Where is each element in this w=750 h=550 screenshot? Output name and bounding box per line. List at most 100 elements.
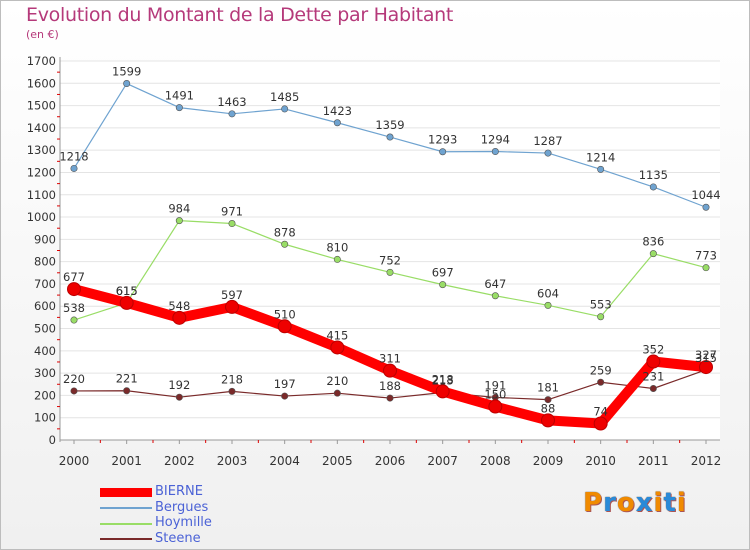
data-label: 1135 xyxy=(639,168,668,182)
data-point xyxy=(333,119,341,127)
data-point xyxy=(649,183,657,191)
y-tick-label: 1200 xyxy=(27,165,56,179)
y-tick-label: 300 xyxy=(34,366,56,380)
data-label: 1044 xyxy=(691,188,720,202)
data-point xyxy=(646,354,661,369)
data-label: 597 xyxy=(221,288,243,302)
data-label: 74 xyxy=(593,405,608,419)
data-point xyxy=(175,104,183,112)
data-point xyxy=(597,378,605,386)
data-label: 188 xyxy=(379,379,401,393)
data-label: 197 xyxy=(274,377,296,391)
data-label: 773 xyxy=(695,249,717,263)
data-label: 677 xyxy=(63,270,85,284)
data-point xyxy=(175,393,183,401)
legend-label: Hoymille xyxy=(155,515,212,530)
data-label: 192 xyxy=(168,378,190,392)
data-point xyxy=(277,319,292,334)
data-point xyxy=(333,389,341,397)
data-label: 213 xyxy=(432,374,454,388)
logo-letter: o xyxy=(616,488,636,518)
data-label: 1463 xyxy=(217,95,246,109)
y-tick-label: 1500 xyxy=(27,99,56,113)
data-point xyxy=(541,413,555,428)
x-tick-label: 2004 xyxy=(269,454,300,468)
data-label: 553 xyxy=(590,298,612,312)
y-tick-label: 1700 xyxy=(27,54,56,68)
legend-label: Steene xyxy=(155,530,201,546)
logo-letter: P xyxy=(583,488,604,518)
x-tick-label: 2003 xyxy=(217,454,248,468)
legend-label: BIERNE xyxy=(155,484,203,499)
data-label: 647 xyxy=(484,277,506,291)
chart-subtitle: (en €) xyxy=(26,28,59,41)
data-label: 1485 xyxy=(270,90,299,104)
data-label: 191 xyxy=(484,378,506,392)
y-tick-label: 700 xyxy=(34,277,56,291)
data-label: 615 xyxy=(116,284,138,298)
data-label: 510 xyxy=(274,307,296,321)
data-label: 1359 xyxy=(375,118,404,132)
logo-letter: t xyxy=(663,488,677,518)
data-point xyxy=(67,282,81,297)
y-tick-label: 1600 xyxy=(27,76,56,90)
data-point xyxy=(435,384,450,399)
data-point xyxy=(491,292,499,300)
data-point xyxy=(228,387,236,395)
data-point xyxy=(544,301,552,309)
data-label: 150 xyxy=(484,388,506,402)
x-tick-label: 2009 xyxy=(533,454,564,468)
y-tick-label: 1400 xyxy=(27,121,56,135)
data-point xyxy=(593,416,608,431)
data-label: 1423 xyxy=(323,104,352,118)
logo-letter: x xyxy=(635,488,654,518)
data-point xyxy=(119,295,134,310)
data-label: 604 xyxy=(537,286,559,300)
data-point xyxy=(386,394,394,402)
data-label: 1214 xyxy=(586,150,615,164)
data-point xyxy=(225,299,239,314)
y-tick-label: 0 xyxy=(49,433,56,447)
data-label: 221 xyxy=(116,372,138,386)
data-label: 231 xyxy=(642,370,664,384)
data-label: 752 xyxy=(379,253,401,267)
data-label: 697 xyxy=(432,266,454,280)
data-point xyxy=(333,255,341,263)
y-tick-label: 1300 xyxy=(27,143,56,157)
x-tick-label: 2001 xyxy=(111,454,142,468)
x-tick-label: 2005 xyxy=(322,454,353,468)
proxiti-logo: Proxiti xyxy=(583,488,687,518)
x-tick-label: 2011 xyxy=(638,454,669,468)
x-tick-label: 2002 xyxy=(164,454,195,468)
data-label: 810 xyxy=(326,240,348,254)
data-point xyxy=(702,203,710,211)
data-label: 1491 xyxy=(165,89,194,103)
y-tick-label: 500 xyxy=(34,322,56,336)
x-tick-label: 2000 xyxy=(59,454,90,468)
data-label: 836 xyxy=(642,235,664,249)
data-point xyxy=(597,313,605,321)
x-tick-label: 2012 xyxy=(691,454,722,468)
data-point xyxy=(439,281,447,289)
data-point xyxy=(70,387,78,395)
data-label: 1599 xyxy=(112,65,141,79)
y-tick-label: 600 xyxy=(34,299,56,313)
data-point xyxy=(123,387,131,395)
data-label: 259 xyxy=(590,363,612,377)
legend-swatch xyxy=(100,507,152,510)
data-point xyxy=(649,385,657,393)
data-point xyxy=(386,268,394,276)
logo-letter: i xyxy=(653,488,664,518)
data-label: 971 xyxy=(221,205,243,219)
y-tick-label: 900 xyxy=(34,232,56,246)
logo-letter: r xyxy=(603,488,617,518)
data-point xyxy=(175,217,183,225)
data-point xyxy=(699,360,713,375)
legend-swatch xyxy=(100,522,152,525)
data-point xyxy=(281,392,289,400)
y-tick-label: 100 xyxy=(34,411,56,425)
y-tick-label: 1000 xyxy=(27,210,56,224)
data-label: 181 xyxy=(537,381,559,395)
chart-title: Evolution du Montant de la Dette par Hab… xyxy=(26,4,454,26)
